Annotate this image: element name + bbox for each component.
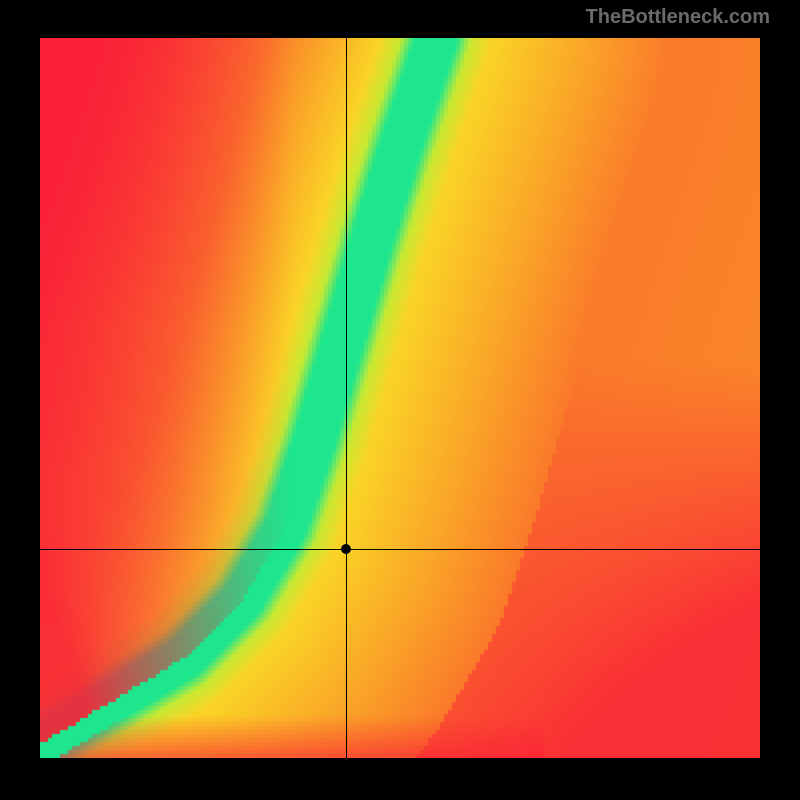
heatmap-canvas — [40, 38, 760, 758]
selection-dot — [341, 544, 351, 554]
crosshair-vertical — [346, 38, 347, 758]
watermark-text: TheBottleneck.com — [586, 6, 770, 29]
crosshair-horizontal — [40, 549, 760, 550]
bottleneck-heatmap — [40, 38, 760, 758]
